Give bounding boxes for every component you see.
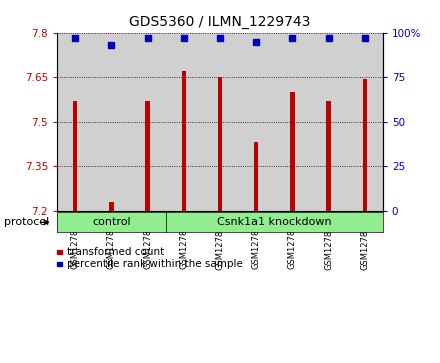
Bar — [254, 142, 258, 211]
Bar — [202, 33, 238, 211]
Bar — [363, 79, 367, 211]
Bar — [73, 101, 77, 211]
Bar — [311, 33, 347, 211]
Bar — [326, 101, 331, 211]
Bar — [129, 33, 166, 211]
Bar — [109, 201, 114, 211]
Bar — [274, 33, 311, 211]
Text: protocol: protocol — [4, 217, 50, 227]
Text: percentile rank within the sample: percentile rank within the sample — [67, 259, 243, 269]
Bar — [347, 33, 383, 211]
Title: GDS5360 / ILMN_1229743: GDS5360 / ILMN_1229743 — [129, 15, 311, 29]
Bar — [238, 33, 274, 211]
Bar — [218, 77, 222, 211]
Text: control: control — [92, 217, 131, 227]
Bar — [146, 101, 150, 211]
Bar — [290, 92, 294, 211]
Bar — [93, 33, 129, 211]
Text: Csnk1a1 knockdown: Csnk1a1 knockdown — [217, 217, 332, 227]
Text: transformed count: transformed count — [67, 247, 164, 257]
Bar — [166, 33, 202, 211]
Bar — [57, 33, 93, 211]
Bar — [182, 71, 186, 211]
